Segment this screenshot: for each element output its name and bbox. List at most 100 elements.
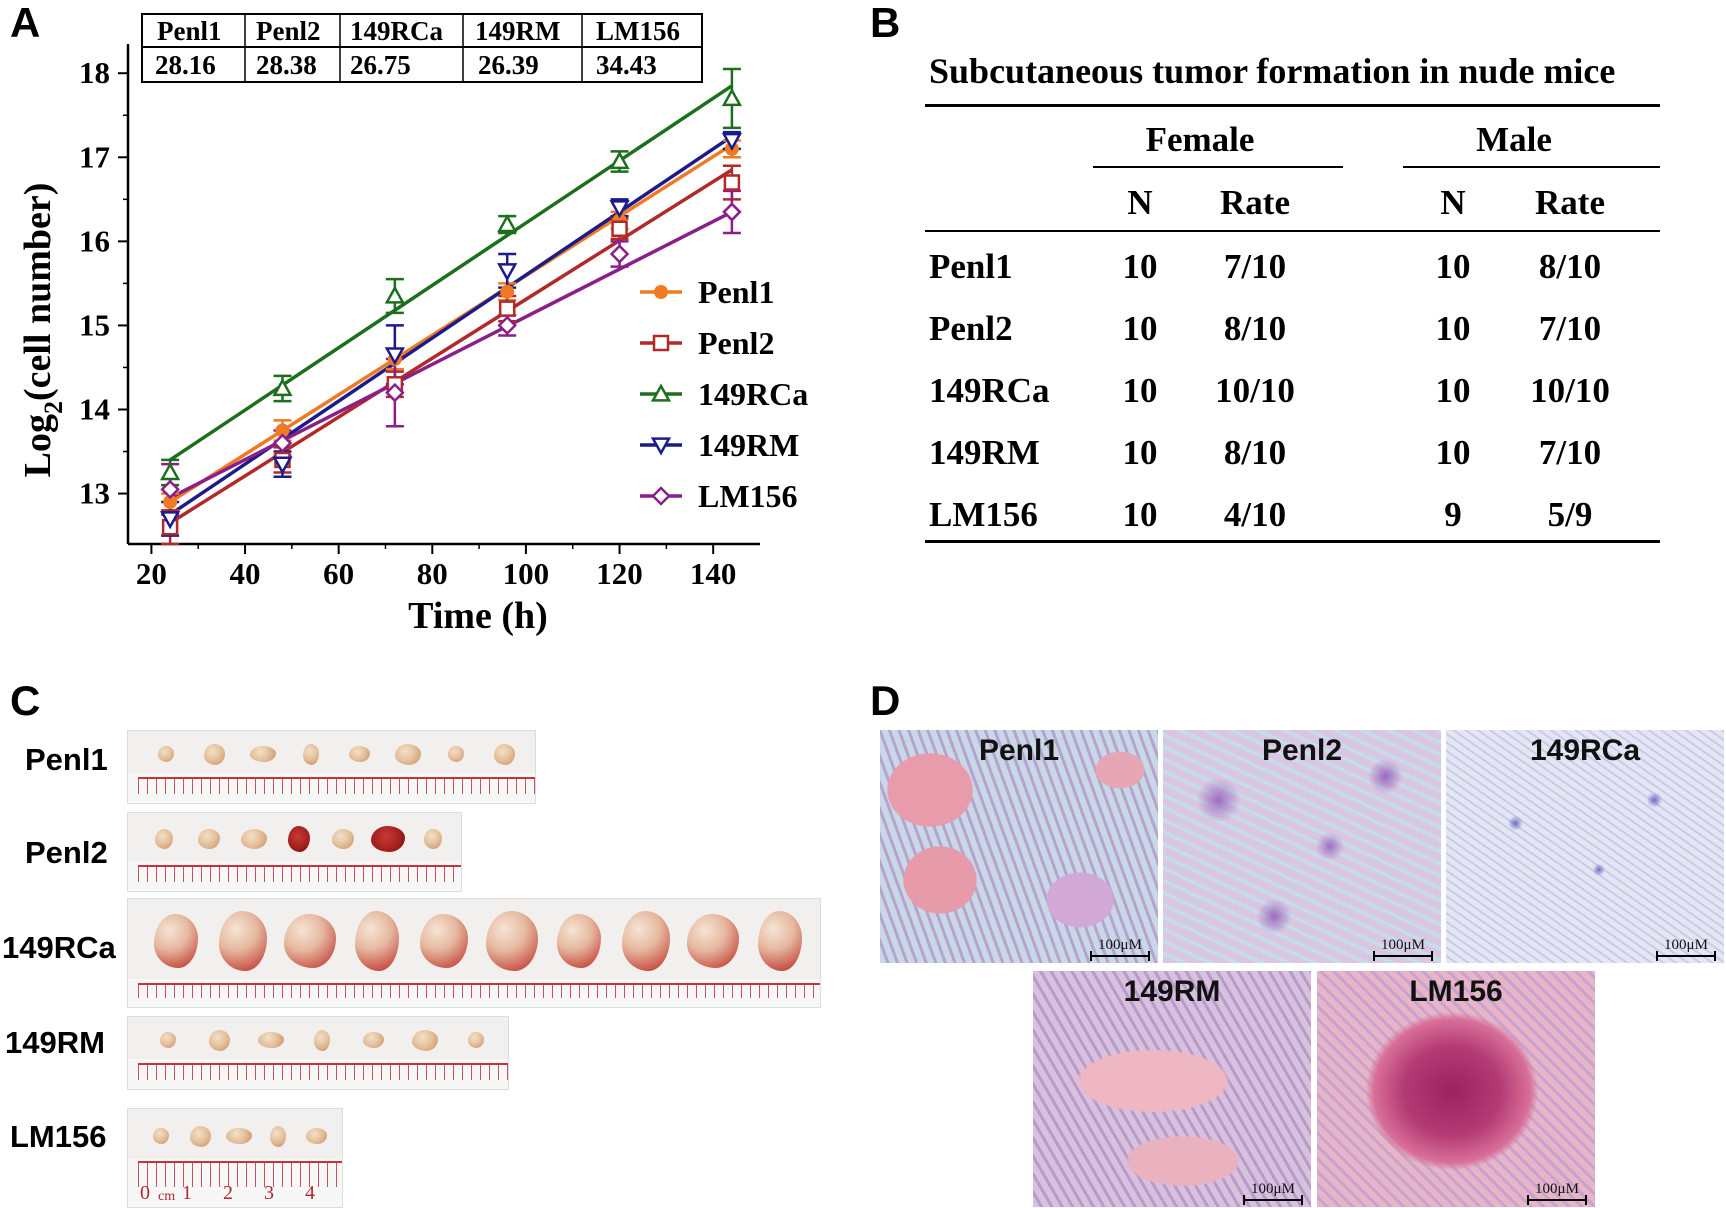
panel-b-letter: B	[870, 0, 901, 46]
data-point	[609, 200, 630, 219]
legend-label: Penl1	[698, 274, 774, 310]
y-title-rest: (cell number)	[17, 183, 59, 401]
data-point	[721, 132, 743, 152]
tumor-group-label: 149RM	[5, 1025, 105, 1060]
ruler-number: cm	[158, 1189, 176, 1204]
subheader-rate: Rate	[1535, 183, 1605, 222]
legend-marker	[654, 285, 668, 299]
histology-label: LM156	[1409, 975, 1503, 1008]
male-n: 10	[1435, 433, 1471, 472]
female-n: 10	[1122, 495, 1158, 534]
tumor-specimen	[306, 1128, 328, 1144]
ruler-ticks	[138, 777, 535, 794]
doubling-time-table: Penl1 Penl2 149RCa 149RM LM156 28.16 28.…	[141, 13, 703, 83]
ruler	[128, 1159, 342, 1207]
female-n: 10	[1122, 371, 1158, 410]
ruler-ticks	[138, 1161, 342, 1188]
histology-image: 149RM 100μM	[1033, 971, 1311, 1207]
tumor-specimen	[370, 826, 405, 852]
bottom-rule	[925, 540, 1660, 543]
data-point	[497, 263, 518, 282]
tumor-specimen	[208, 1029, 230, 1051]
panel-d-letter: D	[870, 677, 901, 724]
female-rule	[1093, 166, 1343, 168]
ruler	[128, 979, 820, 1007]
subheader-n: N	[1440, 183, 1466, 222]
histology-image: LM156 100μM	[1317, 971, 1595, 1207]
svg-text:Log2(cell number): Log2(cell number)	[17, 183, 68, 478]
female-n: 10	[1122, 433, 1158, 472]
male-rate: 7/10	[1538, 433, 1602, 472]
chart-axes: 20 40 60 80 100 120 140 13 14 15 16 17 18	[79, 44, 760, 591]
scale-bar-label: 100μM	[1381, 937, 1425, 953]
tumor-specimen	[349, 746, 371, 762]
panel-c-letter: C	[10, 677, 41, 724]
fit-line-149rca	[169, 84, 733, 462]
data-point	[497, 315, 517, 336]
scale-bar: 100μM	[1243, 1181, 1303, 1205]
row-name: Penl2	[929, 309, 1013, 348]
ruler-number: 3	[264, 1182, 274, 1204]
tumor-photo-strip	[127, 898, 821, 1008]
scale-bar: 100μM	[1656, 937, 1716, 961]
tumor-specimen	[159, 1032, 176, 1048]
data-point	[723, 174, 741, 191]
ruler-ticks	[138, 865, 461, 882]
ruler-line	[138, 1161, 342, 1163]
male-rate: 7/10	[1538, 309, 1602, 348]
ruler	[128, 773, 535, 803]
data-point	[611, 220, 628, 237]
x-axis-title: Time (h)	[408, 595, 548, 637]
data-point	[272, 377, 293, 397]
tumor-specimen	[494, 743, 516, 765]
row-name: 149RCa	[929, 371, 1050, 410]
tumor-specimen	[158, 746, 175, 762]
header-rule	[925, 230, 1660, 232]
y-tick-label: 15	[79, 307, 110, 342]
data-point	[722, 202, 742, 222]
data-point	[272, 456, 293, 475]
data-point	[163, 494, 178, 509]
y-tick-label: 16	[79, 223, 110, 258]
tumor-specimen	[332, 829, 355, 849]
scale-bar-line	[1090, 951, 1150, 961]
tumor-specimen	[355, 911, 400, 971]
scale-bar-line	[1243, 1195, 1303, 1205]
legend-marker	[651, 486, 671, 506]
scale-bar: 100μM	[1527, 1181, 1587, 1205]
scale-bar-line	[1656, 951, 1716, 961]
male-rate: 10/10	[1530, 371, 1610, 410]
data-point	[160, 461, 181, 481]
y-tick-label: 18	[79, 55, 110, 90]
female-n: 10	[1122, 309, 1158, 348]
y-tick-label: 14	[79, 391, 110, 426]
row-name: LM156	[929, 495, 1038, 534]
data-point	[160, 511, 181, 530]
female-rate: 8/10	[1223, 433, 1287, 472]
tumor-group-label: 149RCa	[2, 930, 116, 965]
tumor-photo-strip: 0 cm 1 2 3 4	[127, 1108, 343, 1208]
scale-bar-label: 100μM	[1251, 1181, 1295, 1197]
legend-marker	[652, 334, 670, 352]
fit-line-lm156	[169, 210, 733, 500]
tumor-photo-strip	[127, 812, 462, 892]
tumor-specimen	[249, 746, 276, 762]
tumor-photo-strip	[127, 730, 536, 804]
data-point	[384, 285, 405, 304]
histology-label: 149RCa	[1529, 734, 1641, 767]
tumor-specimen	[153, 1128, 170, 1144]
ruler-ticks	[138, 983, 820, 999]
female-rate: 7/10	[1223, 247, 1287, 286]
tumor-specimen	[153, 914, 198, 968]
tumor-specimen	[303, 743, 320, 765]
legend-label: Penl2	[698, 325, 774, 361]
ruler	[128, 861, 461, 891]
histology-image: 149RCa 100μM	[1446, 730, 1724, 963]
ruler-number: 0	[140, 1182, 150, 1204]
y-title-sub: 2	[39, 401, 68, 414]
ruler-number: 2	[223, 1182, 233, 1204]
legend-label: LM156	[698, 478, 798, 514]
legend-marker	[650, 437, 672, 456]
data-point	[272, 433, 293, 453]
chart-legend: Penl1 Penl2 149RCa 149RM LM156	[640, 274, 808, 514]
